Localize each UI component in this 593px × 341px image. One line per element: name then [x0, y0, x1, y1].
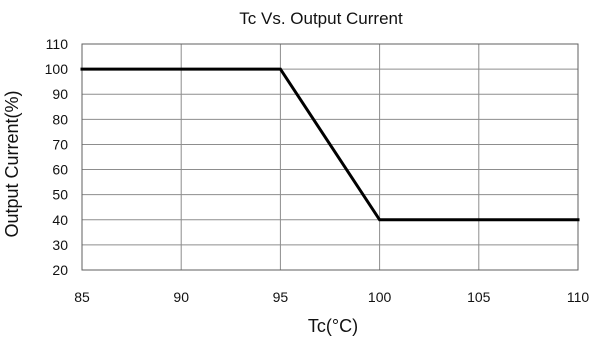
plot-border [81, 43, 579, 271]
chart-title: Tc Vs. Output Current [239, 9, 403, 28]
y-tick-label-90: 90 [52, 86, 68, 102]
series-group [80, 67, 580, 222]
y-axis-title: Output Current(%) [2, 90, 22, 237]
x-tick-label-90: 90 [173, 289, 189, 305]
x-axis-title: Tc(°C) [308, 316, 358, 336]
x-tick-label-110: 110 [567, 289, 590, 305]
y-tick-label-100: 100 [45, 61, 69, 77]
x-tick-label-95: 95 [273, 289, 289, 305]
tick-labels: 85 90 95 100 105 110 20 30 40 50 60 70 80 90 100 110 [45, 36, 590, 305]
x-tick-label-100: 100 [368, 289, 392, 305]
x-tick-label-105: 105 [467, 289, 491, 305]
y-tick-label-30: 30 [52, 237, 68, 253]
grid [82, 44, 578, 270]
y-tick-label-20: 20 [52, 262, 68, 278]
y-tick-label-60: 60 [52, 162, 68, 178]
y-tick-label-70: 70 [52, 136, 68, 152]
y-tick-label-110: 110 [46, 36, 69, 52]
y-tick-label-80: 80 [52, 111, 68, 127]
y-tick-label-40: 40 [52, 212, 68, 228]
x-tick-label-85: 85 [74, 289, 90, 305]
series-line-0 [80, 67, 580, 222]
y-tick-label-50: 50 [52, 187, 68, 203]
